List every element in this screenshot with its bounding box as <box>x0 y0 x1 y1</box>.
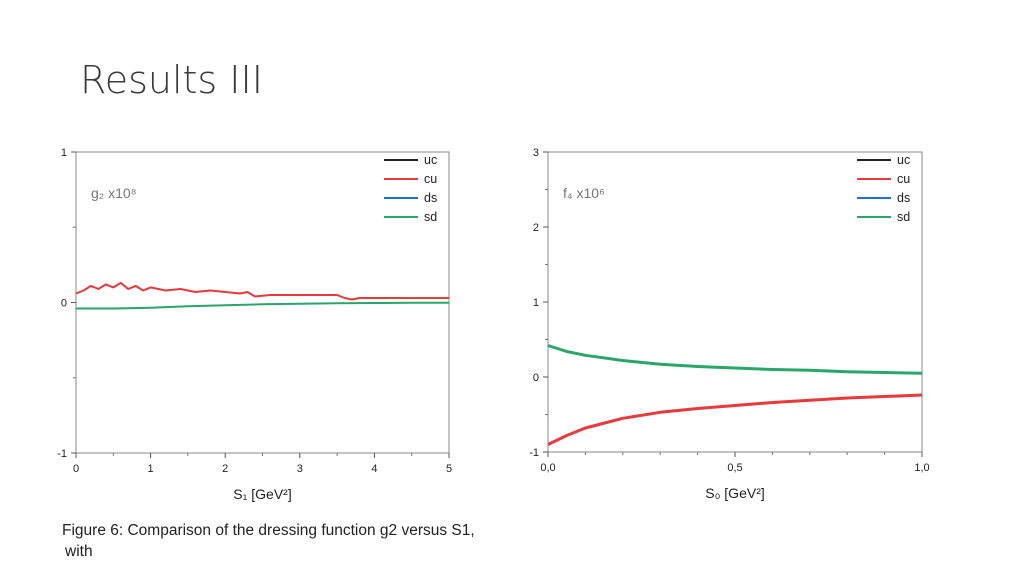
x-tick-label: 0,0 <box>540 462 555 474</box>
x-tick-label: 0 <box>73 463 79 475</box>
caption-line-1: Figure 6: Comparison of the dressing fun… <box>62 522 475 539</box>
series-line-cu <box>75 281 449 301</box>
legend-label-ds: ds <box>897 191 910 205</box>
y-tick-label: -1 <box>57 448 67 460</box>
panel-label: g₂ x10⁸ <box>91 185 137 201</box>
y-tick-label: 1 <box>533 297 539 309</box>
legend-label-uc: uc <box>424 153 437 167</box>
chart-g2: 1 0 -1 0 1 2 3 4 5 S₁ [GeV²] g₂ x10⁸ uc cu ds sd <box>57 147 452 502</box>
series-line-sd <box>547 344 923 375</box>
legend-label-uc: uc <box>897 153 910 167</box>
legend-label-sd: sd <box>424 210 437 224</box>
series-line-sd <box>76 301 449 310</box>
x-tick-label: 1,0 <box>914 462 929 474</box>
chart-f4: 3 2 1 0 -10,0 0,5 1,0 S₀ [GeV²] f₄ x10⁶ uc cu ds sd <box>529 147 929 501</box>
figure-caption: Figure 6: Comparison of the dressing fun… <box>62 520 542 562</box>
legend-label-cu: cu <box>897 172 910 186</box>
x-tick-label: 5 <box>446 463 452 475</box>
y-tick-label: -1 <box>529 447 539 459</box>
y-tick-label: 0 <box>61 298 67 310</box>
panel-label: f₄ x10⁶ <box>563 185 605 201</box>
x-tick-label: 4 <box>371 463 377 475</box>
x-tick-label: 2 <box>222 463 228 475</box>
y-tick-label: 1 <box>61 147 67 159</box>
caption-line-2: with <box>65 543 93 560</box>
y-tick-label: 2 <box>533 222 539 234</box>
x-tick-label: 0,5 <box>727 462 742 474</box>
slide-title: Results III <box>80 58 263 102</box>
y-tick-label: 3 <box>533 147 539 159</box>
legend-label-sd: sd <box>897 210 910 224</box>
series-line-cu <box>547 393 923 446</box>
legend-label-cu: cu <box>424 172 437 186</box>
x-tick-label: 3 <box>297 463 303 475</box>
x-axis-title: S₁ [GeV²] <box>233 486 291 502</box>
y-tick-label: 0 <box>533 372 539 384</box>
legend-label-ds: ds <box>424 191 437 205</box>
x-axis-title: S₀ [GeV²] <box>705 485 765 501</box>
x-tick-label: 1 <box>148 463 154 475</box>
